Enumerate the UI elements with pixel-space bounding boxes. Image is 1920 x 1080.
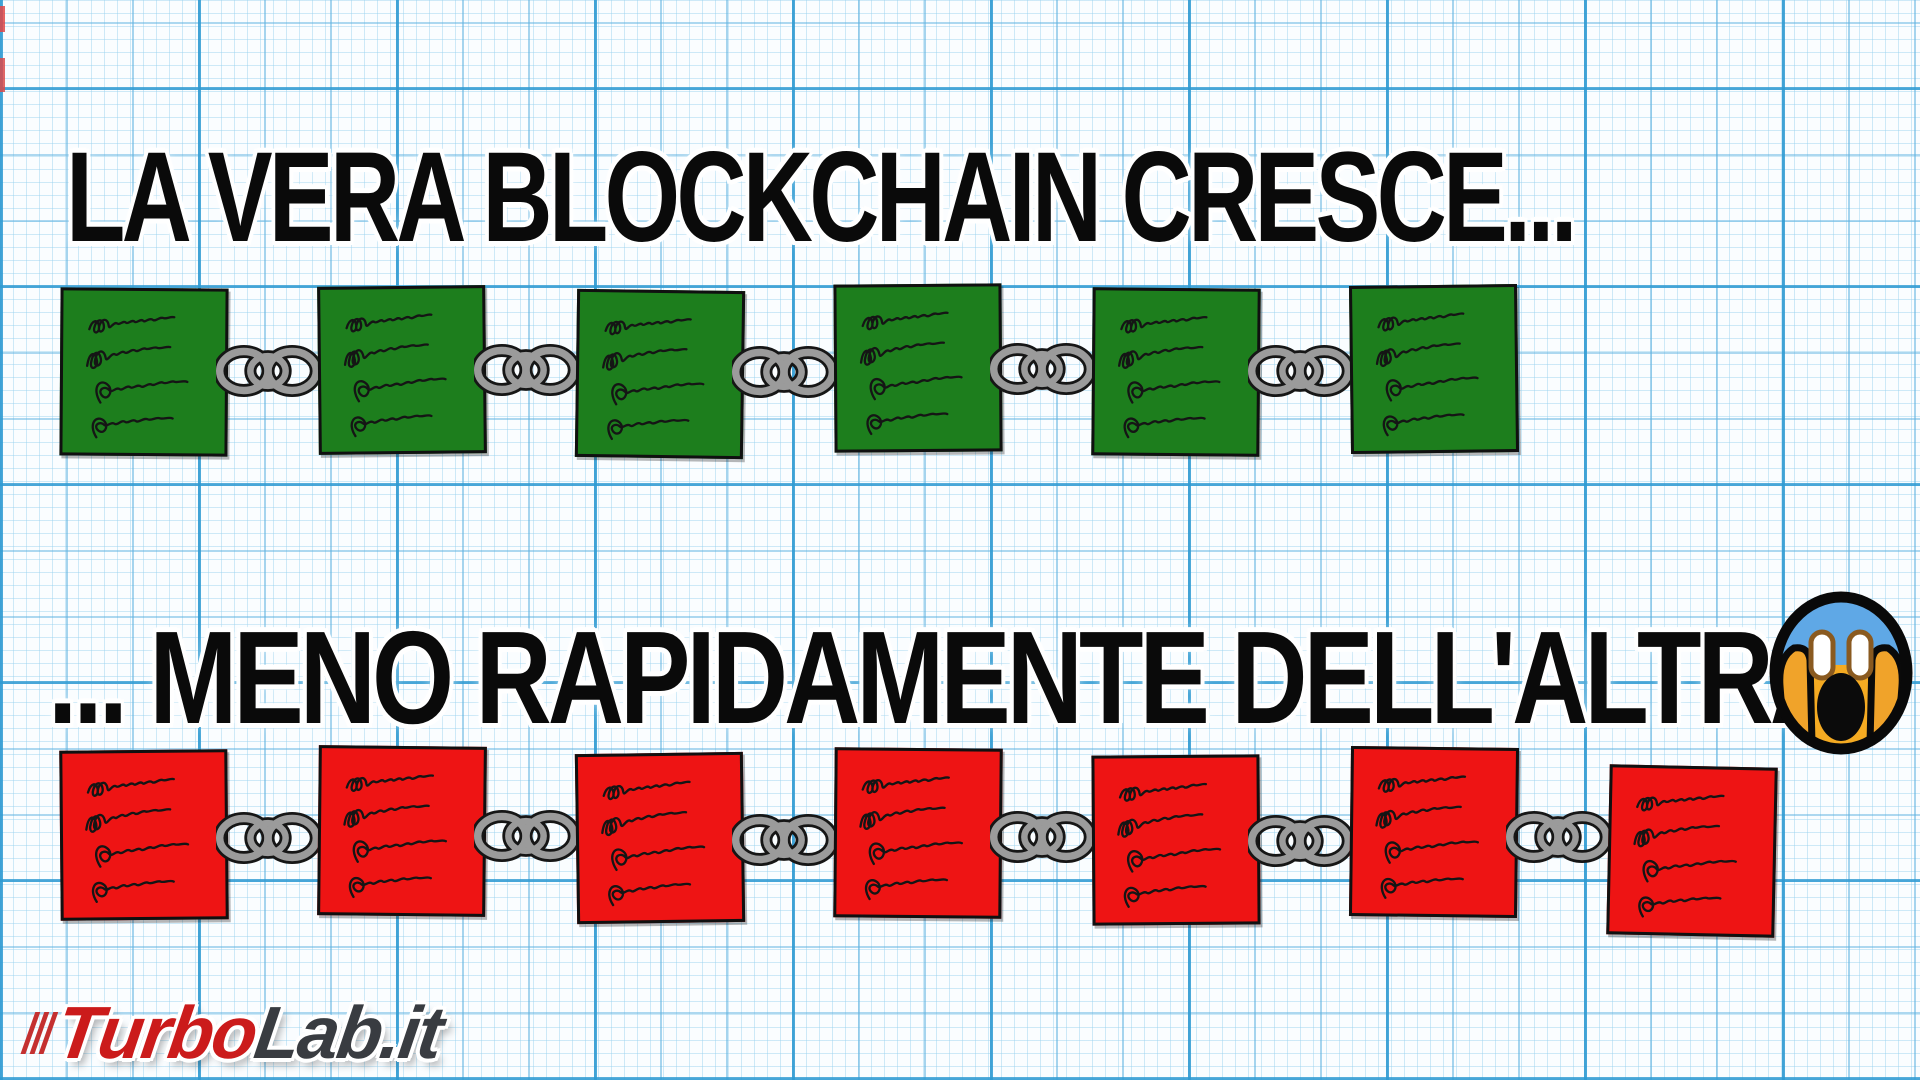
blockchain-block	[59, 287, 229, 457]
blockchain-block	[1091, 754, 1261, 926]
blockchain-block	[1348, 745, 1520, 919]
blockchain-block	[833, 747, 1003, 919]
blockchain-block	[317, 745, 487, 917]
blockchain-block	[833, 283, 1003, 453]
chain-link-icon	[732, 340, 836, 404]
chain-link-icon	[1248, 339, 1352, 403]
chain-link-icon	[732, 808, 836, 872]
handwriting-scribbles-icon	[85, 315, 189, 439]
handwriting-scribbles-icon	[1118, 315, 1221, 439]
blockchain-block	[317, 285, 487, 455]
chain-link-icon	[474, 338, 578, 402]
chain-link-icon	[474, 804, 578, 868]
watermark-lab-text: Lab.it	[249, 991, 447, 1074]
handwriting-scribbles-icon	[859, 776, 964, 901]
blockchain-block	[574, 288, 746, 460]
blockchain-block	[1091, 287, 1261, 457]
handwriting-scribbles-icon	[343, 774, 447, 899]
handwriting-scribbles-icon	[602, 318, 705, 441]
handwriting-scribbles-icon	[1117, 782, 1222, 908]
chain-link-icon	[990, 805, 1094, 869]
title-top: LA VERA BLOCKCHAIN CRESCE...	[66, 126, 1578, 269]
chain-link-icon	[990, 337, 1094, 401]
handwriting-scribbles-icon	[85, 777, 190, 903]
watermark-turbo-text: Turbo	[51, 991, 262, 1074]
handwriting-scribbles-icon	[859, 311, 963, 436]
handwriting-scribbles-icon	[1375, 775, 1479, 899]
blockchain-block	[574, 751, 746, 925]
left-edge-artifact	[0, 6, 5, 32]
handwriting-scribbles-icon	[601, 780, 706, 907]
blockchain-block	[59, 749, 229, 921]
handwriting-scribbles-icon	[343, 313, 447, 438]
blockchain-block	[1348, 283, 1520, 455]
speed-lines-icon	[20, 1012, 59, 1054]
chain-link-icon	[1248, 809, 1352, 873]
chain-link-icon	[216, 806, 320, 870]
blockchain-block	[1606, 764, 1778, 938]
face-screaming-in-fear-emoji	[1764, 588, 1918, 758]
left-edge-artifact	[0, 58, 5, 92]
turbolab-watermark: Turbo Lab.it	[16, 991, 447, 1074]
title-bottom: ... MENO RAPIDAMENTE DELL'ALTRA	[48, 604, 1846, 751]
chain-link-icon	[1506, 805, 1610, 869]
chain-link-icon	[216, 339, 320, 403]
handwriting-scribbles-icon	[1375, 312, 1479, 437]
handwriting-scribbles-icon	[1633, 794, 1737, 918]
